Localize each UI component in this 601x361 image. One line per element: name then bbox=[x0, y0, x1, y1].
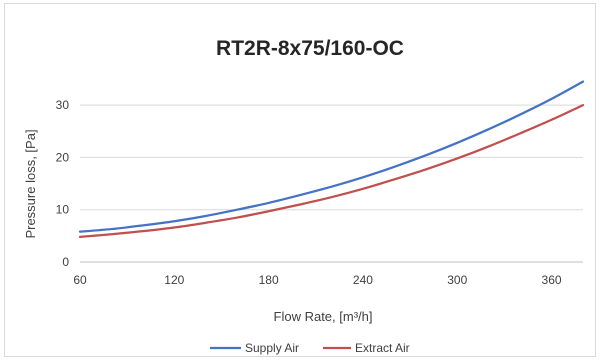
x-tick-label: 180 bbox=[259, 273, 279, 287]
x-tick-label: 300 bbox=[447, 273, 467, 287]
legend-label-extract-air: Extract Air bbox=[355, 341, 410, 355]
grid-lines bbox=[80, 104, 583, 211]
y-tick-label: 0 bbox=[62, 255, 69, 269]
y-tick-label: 10 bbox=[56, 203, 70, 217]
y-tick-labels: 0 10 20 30 bbox=[56, 98, 70, 269]
y-tick-label: 30 bbox=[56, 98, 70, 112]
chart-title: RT2R-8x75/160-OC bbox=[216, 37, 404, 60]
x-tick-label: 120 bbox=[164, 273, 184, 287]
y-tick-label: 20 bbox=[56, 150, 70, 164]
x-tick-labels: 60 120 180 240 300 360 bbox=[73, 273, 562, 287]
legend: Supply Air Extract Air bbox=[210, 341, 410, 355]
x-tick-label: 360 bbox=[542, 273, 562, 287]
x-tick-label: 60 bbox=[73, 273, 87, 287]
legend-label-supply-air: Supply Air bbox=[245, 341, 299, 355]
series-lines bbox=[78, 80, 585, 239]
x-axis-label: Flow Rate, [m³/h] bbox=[274, 309, 373, 324]
chart-svg: 0 10 20 30 60 120 180 240 300 360 RT2R-8x75/160-… bbox=[23, 37, 585, 355]
series-line-supply-air bbox=[78, 80, 585, 233]
series-line-extract-air bbox=[78, 104, 585, 239]
y-axis-label: Pressure loss, [Pa] bbox=[23, 129, 38, 238]
chart-area: 0 10 20 30 60 120 180 240 300 360 RT2R-8x75/160-… bbox=[4, 3, 596, 357]
x-tick-label: 240 bbox=[353, 273, 373, 287]
